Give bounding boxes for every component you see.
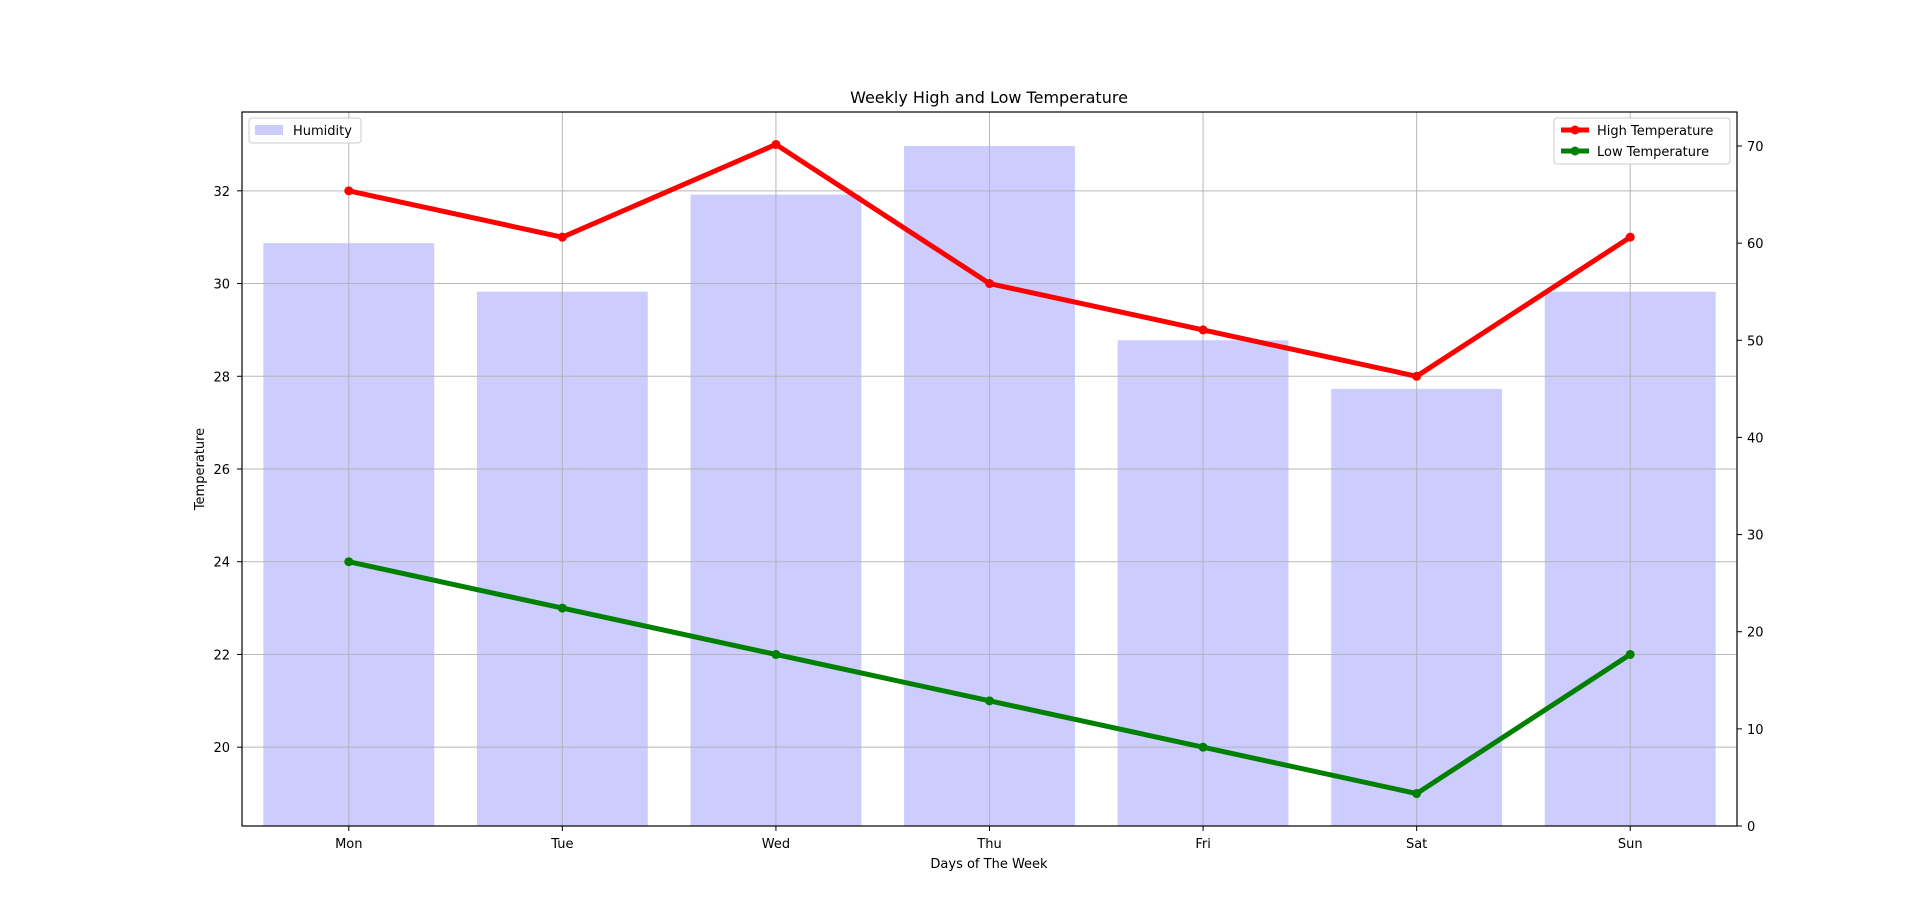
legend-high-marker [1570, 125, 1580, 135]
left-tick-label: 26 [213, 463, 230, 478]
x-tick-label-fri: Fri [1195, 837, 1211, 852]
temperature-lines [344, 139, 1635, 799]
low-temperature-point-thu [985, 696, 994, 706]
right-tick-label: 30 [1747, 529, 1764, 544]
high-temperature-point-fri [1198, 325, 1208, 335]
high-temperature-point-sat [1412, 371, 1422, 381]
x-axis-title: Days of The Week [930, 857, 1048, 872]
left-tick-label: 24 [213, 556, 230, 571]
low-temperature-point-mon [344, 557, 354, 567]
x-tick-label-sun: Sun [1618, 837, 1643, 852]
y-axis-title: Temperature [193, 428, 208, 511]
low-temperature-point-sun [1625, 649, 1635, 659]
legend-temperature: High Temperature Low Temperature [1553, 117, 1731, 165]
legend-low-label: Low Temperature [1597, 145, 1709, 160]
low-temperature-point-fri [1198, 742, 1208, 752]
left-tick-label: 30 [213, 278, 230, 293]
low-temperature-point-wed [771, 649, 781, 659]
high-temperature-point-thu [985, 279, 994, 289]
left-tick-label: 28 [213, 370, 230, 385]
high-temperature-point-wed [771, 139, 781, 149]
legend-humidity-swatch [255, 125, 283, 135]
legend-temperature-box [1553, 117, 1731, 165]
right-tick-label: 10 [1747, 723, 1764, 738]
x-tick-label-mon: Mon [335, 837, 362, 852]
chart-title: Weekly High and Low Temperature [850, 88, 1128, 107]
left-y-axis: 20 22 24 26 28 30 32 [213, 185, 242, 756]
right-tick-label: 0 [1747, 820, 1755, 835]
right-tick-label: 60 [1747, 237, 1764, 252]
legend-humidity-box [248, 117, 362, 144]
legend-humidity-label: Humidity [293, 124, 352, 139]
high-temperature-point-sun [1625, 232, 1635, 242]
right-y-axis: 0 10 20 30 40 50 60 70 [1737, 140, 1764, 835]
legend-low-marker [1570, 146, 1580, 156]
legend-high-label: High Temperature [1597, 124, 1713, 139]
left-tick-label: 20 [213, 741, 230, 756]
low-temperature-point-sat [1412, 789, 1422, 799]
low-temperature-point-tue [557, 603, 567, 613]
legend-humidity: Humidity [248, 117, 362, 144]
right-tick-label: 50 [1747, 334, 1764, 349]
high-temperature-point-mon [344, 186, 354, 196]
right-tick-label: 70 [1747, 140, 1764, 155]
x-tick-label-thu: Thu [976, 837, 1001, 852]
left-tick-label: 22 [213, 648, 230, 663]
x-tick-label-sat: Sat [1406, 837, 1427, 852]
x-axis: Mon Tue Wed Thu Fri Sat Sun [335, 826, 1643, 852]
x-tick-label-tue: Tue [550, 837, 573, 852]
high-temperature-point-tue [557, 232, 567, 242]
left-tick-label: 32 [213, 185, 230, 200]
right-tick-label: 40 [1747, 431, 1764, 446]
x-tick-label-wed: Wed [762, 837, 790, 852]
right-tick-label: 20 [1747, 626, 1764, 641]
